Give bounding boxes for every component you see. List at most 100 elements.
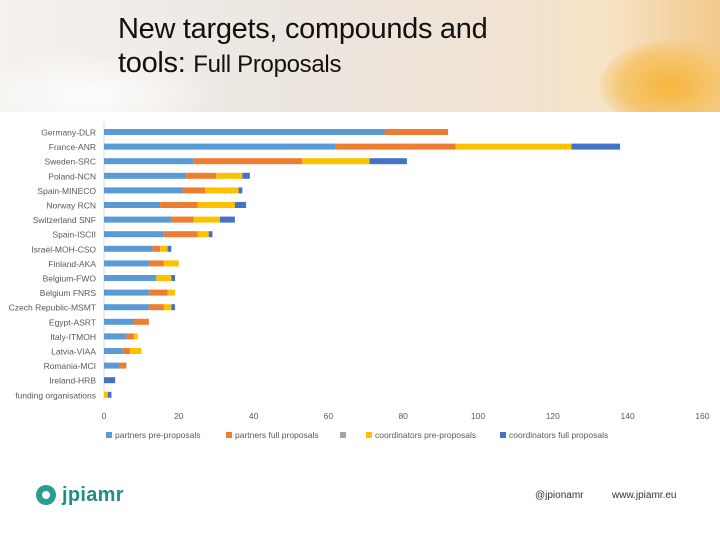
category-label: Latvia-VIAA [51,347,96,357]
bar-segment [234,202,247,208]
bar-segment [104,143,336,150]
bar-segment [148,289,168,296]
bar-segment [163,304,172,311]
legend-label: partners full proposals [235,430,319,440]
bar-segment [104,129,385,135]
category-label: France-ANR [49,142,96,152]
bar-segment [148,260,164,267]
category-label: Czech Republic-MSMT [9,303,96,313]
legend-label: partners pre-proposals [115,430,201,440]
bar-segment [571,143,621,150]
x-tick-label: 40 [249,411,259,421]
category-label: Norway RCN [46,201,96,211]
bar-segment [219,216,235,223]
header-banner: New targets, compounds and tools: Full P… [0,0,720,112]
stacked-bar-chart: Germany-DLR France-ANR Sweden-SRC Poland-NC… [9,122,710,440]
bar-segment [104,202,161,208]
bar-segment [130,348,142,354]
x-tick-label: 120 [546,411,560,421]
bar-segment [335,143,456,150]
bar-segment [167,289,176,296]
bar-segment [104,158,194,165]
legend-swatch [340,432,346,438]
title-line-1: New targets, compounds and [118,13,488,45]
page-title: New targets, compounds and tools: Full P… [118,12,488,82]
category-label: Finland-AKA [48,259,96,269]
bar-segment [104,231,164,238]
bar-segment [193,216,220,223]
bar-segment [133,333,138,340]
x-tick-label: 20 [174,411,184,421]
bar-segment [152,245,161,252]
bar-segment [160,202,198,208]
legend-label: coordinators full proposals [509,430,608,440]
bar-segment [163,260,179,267]
bar-segment [369,158,407,165]
category-label: funding organisations [15,390,96,400]
legend-swatch [226,432,232,438]
bar-segment [104,333,127,340]
category-label: Israël-MOH-CSO [31,244,96,254]
logo-text: jpiamr [62,483,124,506]
legend-swatch [366,432,372,438]
chart-area: Germany-DLR France-ANR Sweden-SRC Poland-NC… [0,112,720,452]
header-pill-image [600,40,720,112]
bar-segment [193,158,303,165]
bar-segment [104,289,149,296]
bar-segment [197,202,235,208]
bar-segment [122,348,131,354]
bar-segment [107,391,112,398]
bar-segment [104,391,108,398]
title-line-2: tools: Full Proposals [118,46,487,82]
category-label: Sweden-SRC [45,157,97,167]
category-label: Romania-MCI [44,361,96,371]
category-label: Poland-NCN [48,171,96,181]
legend-swatch [500,432,506,438]
category-label: Spain-ISCII [53,230,96,240]
bar-segment [208,231,213,238]
bar-segment [171,304,176,311]
title-line-2a: tools: [118,47,194,79]
bar-segment [163,231,198,238]
category-label: Belgium-FWO [43,274,97,284]
x-tick-label: 0 [102,411,107,421]
jpiamr-logo[interactable]: jpiamr [36,482,124,508]
bar-segment [238,187,243,194]
x-tick-label: 160 [695,411,709,421]
bar-segment [118,362,127,369]
x-tick-label: 80 [398,411,408,421]
bar-segment [160,245,168,252]
bar-segment [182,187,205,194]
title-line-2b: Full Proposals [193,51,342,78]
bar-segment [186,172,217,179]
bar-segment [455,143,572,150]
x-tick-label: 60 [324,411,334,421]
bar-segment [156,275,172,281]
footer: jpiamr @jpionamr www.jpiamr.eu [0,452,720,540]
jpiamr-logo-icon [36,485,56,505]
bar-segment [104,275,157,281]
bar-segment [167,245,172,252]
x-tick-label: 140 [621,411,635,421]
bar-segment [133,318,149,325]
bar-segment [302,158,370,165]
category-label: Switzerland SNF [33,215,96,225]
bar-segment [216,172,243,179]
category-label: Ireland-HRB [49,376,96,386]
bar-segment [126,333,134,340]
social-handle[interactable]: @jpionamr [535,490,584,501]
category-label: Spain-MINECO [37,186,96,196]
bar-segment [104,348,123,354]
legend-swatch [106,432,112,438]
bar-segment [104,362,119,369]
category-label: Italy-ITMOH [50,332,96,342]
bar-segment [148,304,164,311]
bar-segment [104,260,149,267]
category-label: Belgium FNRS [40,288,97,298]
bar-segment [171,216,194,223]
bar-segment [104,304,149,311]
legend-label: coordinators pre-proposals [375,430,476,440]
website-link[interactable]: www.jpiamr.eu [612,490,677,501]
bar-segment [171,275,176,281]
bar-segment [384,129,449,135]
